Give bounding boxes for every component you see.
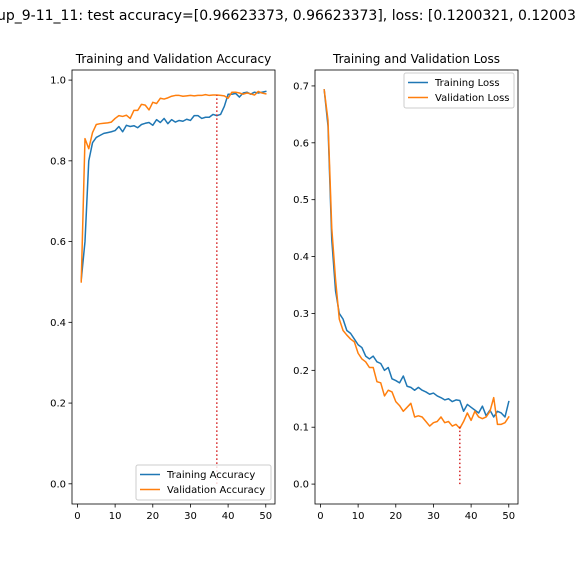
loss-y-tick-label: 0.6 [293,138,309,149]
loss-x-tick-label: 40 [465,511,478,522]
accuracy-series-line-training [80,90,267,281]
loss-plot-area: 0 10 20 30 40 50 0.0 0.1 0.2 0.3 0.4 0.5 0.6 0.7 Train… [293,69,519,522]
accuracy-y-tick-label: 1.0 [50,76,66,87]
accuracy-y-tick-label: 0.2 [50,399,66,410]
accuracy-x-tick-label: 20 [146,511,159,522]
loss-x-tick-label: 50 [502,511,515,522]
accuracy-legend-box [135,464,272,501]
accuracy-y-tick-label: 0.0 [50,479,66,490]
accuracy-x-tick-label: 50 [259,511,272,522]
loss-legend-box [403,72,515,109]
accuracy-plot-area: 0 10 20 30 40 50 0.0 0.2 0.4 0.6 0.8 1.0 Training Ac… [50,69,276,522]
loss-axes-frame [314,69,519,505]
loss-x-tick-label: 20 [389,511,402,522]
accuracy-x-tick-label: 40 [222,511,235,522]
accuracy-x-tick-label: 10 [109,511,122,522]
loss-y-tick-label: 0.4 [293,252,309,263]
accuracy-x-tick-label: 0 [74,511,80,522]
accuracy-legend-label-training: Training Accuracy [166,470,255,481]
loss-legend-label-validation: Validation Loss [435,93,510,104]
loss-legend-label-training: Training Loss [434,78,500,89]
accuracy-legend-label-validation: Validation Accuracy [167,485,265,496]
accuracy-x-tick-label: 30 [184,511,197,522]
loss-chart-title: Training and Validation Loss [332,52,500,66]
accuracy-chart-title: Training and Validation Accuracy [75,52,271,66]
loss-subplot: Training and Validation Loss 0 10 20 30 40 50… [293,52,519,522]
accuracy-y-tick-label: 0.4 [50,318,66,329]
loss-y-tick-label: 0.0 [293,480,309,491]
loss-y-tick-label: 0.1 [293,423,309,434]
loss-x-tick-label: 30 [427,511,440,522]
loss-legend: Training Loss Validation Loss [403,72,515,109]
accuracy-y-tick-label: 0.8 [50,156,66,167]
loss-y-tick-label: 0.3 [293,309,309,320]
loss-series-line-training [323,89,510,418]
figure-suptitle: up_9-11_11: test accuracy=[0.96623373, 0… [0,8,576,24]
loss-x-tick-label: 10 [352,511,365,522]
accuracy-series-line-validation [80,90,267,283]
accuracy-axes-frame [71,69,276,505]
loss-series-line-validation [323,89,510,430]
loss-y-tick-label: 0.2 [293,366,309,377]
accuracy-legend: Training Accuracy Validation Accuracy [135,464,272,501]
loss-x-tick-label: 0 [317,511,323,522]
loss-y-tick-label: 0.5 [293,195,309,206]
accuracy-subplot: Training and Validation Accuracy 0 10 20 30… [50,52,276,522]
accuracy-y-tick-label: 0.6 [50,237,66,248]
loss-y-tick-label: 0.7 [293,81,309,92]
